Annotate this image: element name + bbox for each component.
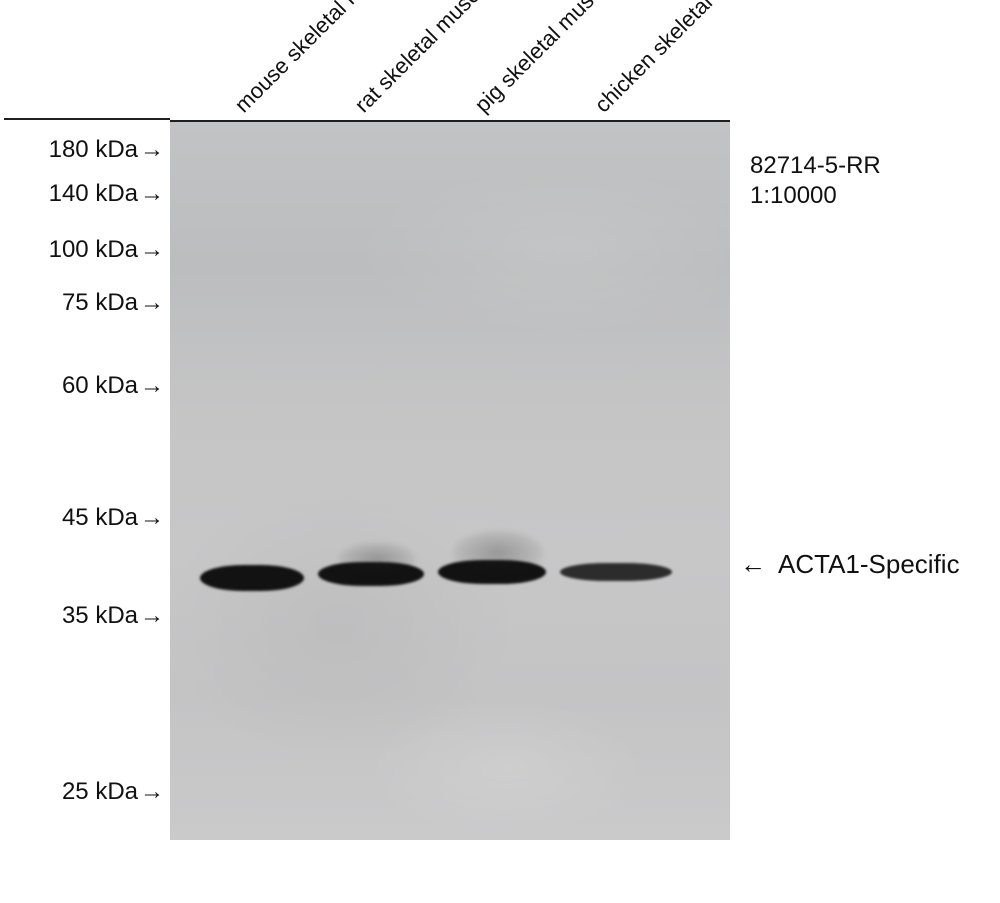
mw-value: 35 kDa bbox=[62, 602, 138, 629]
mw-marker: 75 kDa→ bbox=[4, 289, 164, 317]
blot-membrane bbox=[170, 120, 730, 840]
band-smear bbox=[338, 542, 416, 576]
arrow-right-icon: → bbox=[140, 136, 164, 163]
mw-value: 45 kDa bbox=[62, 504, 138, 531]
protein-band bbox=[560, 563, 672, 581]
mw-marker: 25 kDa→ bbox=[4, 778, 164, 806]
mw-value: 60 kDa bbox=[62, 372, 138, 399]
lane-label: chicken skeletal muscle bbox=[590, 0, 772, 118]
protein-band bbox=[200, 565, 304, 591]
mw-marker: 100 kDa→ bbox=[4, 236, 164, 264]
mw-marker: 35 kDa→ bbox=[4, 602, 164, 630]
mw-marker: 45 kDa→ bbox=[4, 504, 164, 532]
mw-marker: 180 kDa→ bbox=[4, 136, 164, 164]
top-border-left bbox=[4, 118, 170, 120]
mw-value: 25 kDa bbox=[62, 778, 138, 805]
mw-value: 75 kDa bbox=[62, 289, 138, 316]
mw-value: 100 kDa bbox=[49, 236, 138, 263]
arrow-right-icon: → bbox=[140, 289, 164, 316]
mw-marker: 140 kDa→ bbox=[4, 180, 164, 208]
arrow-right-icon: → bbox=[140, 778, 164, 805]
mw-value: 140 kDa bbox=[49, 180, 138, 207]
arrow-right-icon: → bbox=[140, 372, 164, 399]
arrow-right-icon: → bbox=[140, 180, 164, 207]
antibody-catalog: 82714-5-RR bbox=[750, 152, 881, 180]
band-arrow-icon: ← bbox=[740, 549, 766, 580]
mw-value: 180 kDa bbox=[49, 136, 138, 163]
antibody-dilution: 1:10000 bbox=[750, 182, 837, 210]
western-blot-figure: WWW.PTGLAB.COM mouse skeletal musclerat … bbox=[0, 0, 1000, 903]
arrow-right-icon: → bbox=[140, 236, 164, 263]
band-smear bbox=[452, 530, 544, 576]
arrow-right-icon: → bbox=[140, 602, 164, 629]
arrow-right-icon: → bbox=[140, 504, 164, 531]
watermark-text: WWW.PTGLAB.COM bbox=[0, 180, 10, 775]
band-label: ACTA1-Specific bbox=[778, 549, 960, 580]
mw-marker: 60 kDa→ bbox=[4, 372, 164, 400]
